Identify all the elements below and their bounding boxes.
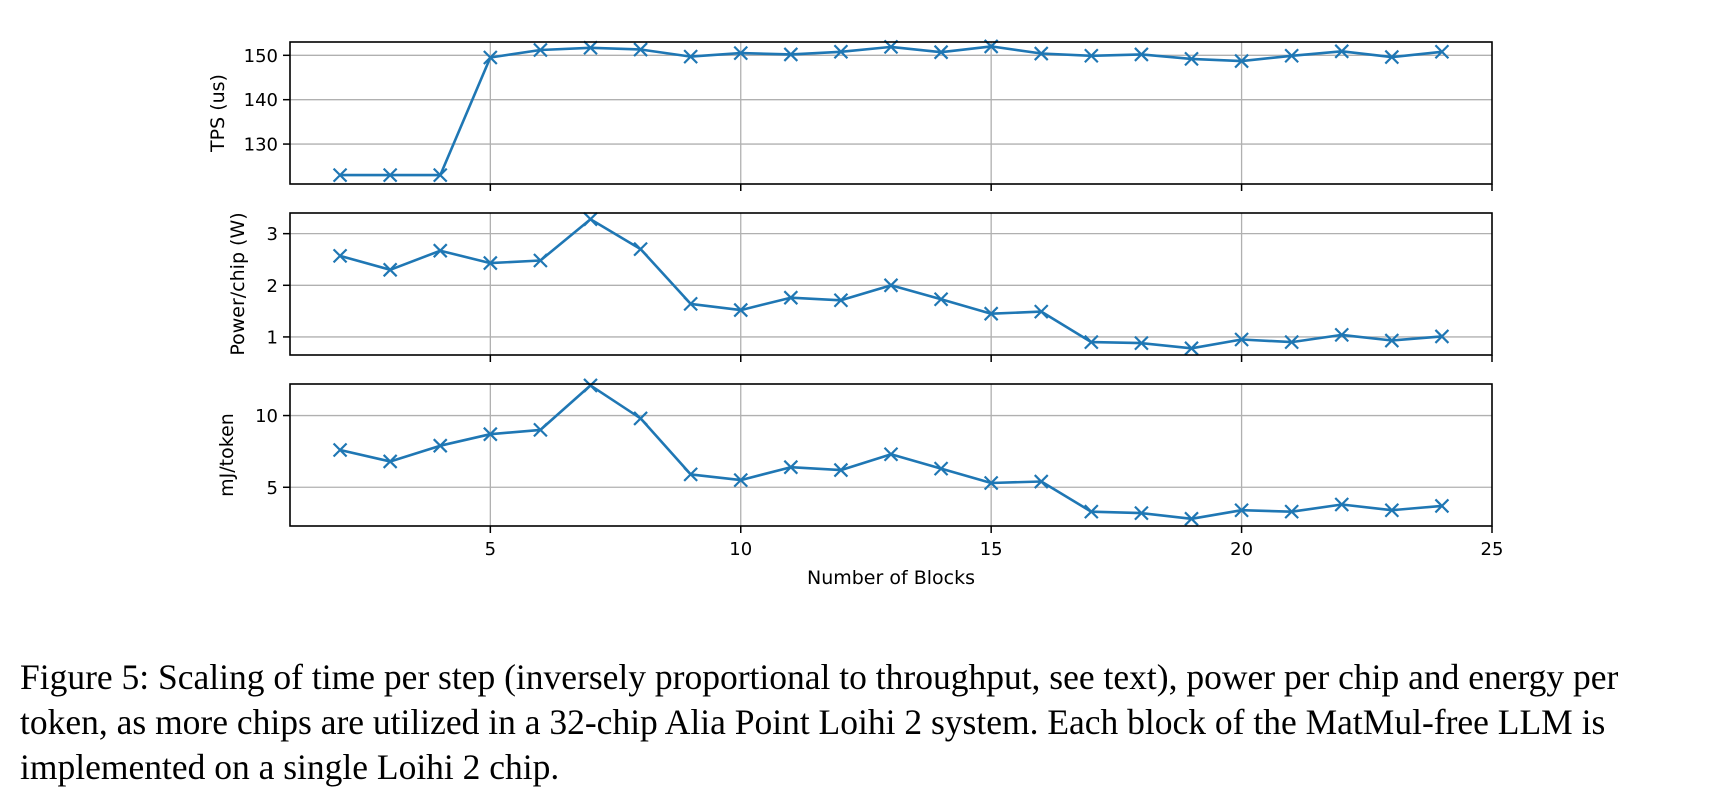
data-point: [833, 462, 849, 478]
y-tick-label: 140: [244, 90, 278, 111]
data-point: [382, 167, 398, 183]
data-point: [432, 438, 448, 453]
y-tick-label: 3: [267, 224, 278, 245]
data-point: [1033, 474, 1049, 489]
data-point: [332, 167, 348, 183]
data-point: [983, 475, 999, 491]
data-point: [1384, 49, 1400, 65]
data-point: [1384, 502, 1400, 518]
x-axis-label: Number of Blocks: [807, 567, 975, 589]
data-point: [1334, 497, 1350, 512]
data-point: [733, 472, 749, 488]
y-axis-label: mJ/token: [216, 413, 238, 497]
data-point: [483, 255, 498, 271]
data-point: [833, 44, 849, 60]
panel-2: 1 2 3 Power/chip (W): [227, 211, 1493, 362]
data-point: [883, 447, 899, 462]
panel-3: 5 10 5 10 15 20 25 mJ/token Number of Blocks: [216, 378, 1504, 589]
data-point: [683, 296, 698, 312]
data-point: [983, 306, 999, 321]
y-tick-label: 10: [255, 406, 278, 427]
data-point: [432, 167, 448, 183]
x-tick-label: 5: [485, 539, 496, 560]
data-point: [1134, 47, 1149, 62]
data-point: [1184, 511, 1199, 527]
data-point: [1084, 48, 1099, 64]
y-tick-label: 1: [267, 327, 278, 348]
chart-figure: 130 140 150 TPS (us) 1 2 3 Power/chip (W) 5 10 5 10…: [207, 39, 1504, 589]
data-point: [633, 411, 648, 426]
data-point: [382, 262, 398, 278]
data-point: [933, 291, 949, 307]
data-point: [783, 47, 799, 62]
data-point: [833, 292, 849, 308]
data-point: [883, 278, 899, 293]
data-point: [1434, 498, 1450, 514]
series-line: [339, 384, 1443, 521]
plot-frame: [289, 383, 1493, 527]
data-point: [382, 454, 398, 469]
data-point: [332, 442, 348, 458]
data-point: [633, 42, 648, 57]
plot-frame: [289, 212, 1493, 356]
data-point: [1334, 44, 1350, 59]
data-point: [1334, 327, 1350, 343]
data-point: [1284, 48, 1299, 64]
data-point: [432, 243, 448, 258]
data-point: [483, 426, 498, 442]
data-point: [1033, 304, 1049, 319]
data-point: [583, 378, 598, 393]
data-point: [1234, 53, 1249, 69]
data-point: [1184, 341, 1199, 356]
y-tick-label: 130: [244, 135, 278, 156]
data-point: [733, 302, 749, 318]
x-tick-label: 15: [980, 539, 1003, 560]
data-point: [533, 42, 548, 58]
data-point: [1434, 44, 1450, 60]
y-tick-label: 150: [244, 46, 278, 67]
data-point: [633, 241, 648, 257]
x-tick-label: 20: [1230, 539, 1253, 560]
data-point: [1084, 334, 1099, 350]
data-point: [1033, 46, 1049, 61]
x-tick-label: 25: [1481, 539, 1504, 560]
y-tick-label: 2: [267, 276, 278, 297]
data-point: [332, 248, 348, 264]
data-point: [933, 44, 949, 60]
plot-frame: [289, 41, 1493, 185]
y-axis-label: Power/chip (W): [227, 212, 249, 355]
data-point: [1134, 335, 1149, 351]
data-point: [733, 45, 749, 61]
data-point: [533, 422, 548, 438]
data-point: [483, 50, 498, 65]
data-point: [1284, 504, 1299, 519]
data-point: [533, 253, 548, 268]
data-point: [583, 40, 598, 56]
data-point: [783, 459, 799, 475]
data-point: [1134, 505, 1149, 521]
data-point: [1234, 502, 1249, 518]
y-tick-label: 5: [267, 478, 278, 499]
data-point: [933, 461, 949, 476]
data-point: [683, 49, 698, 64]
series-line: [340, 45, 1443, 177]
data-point: [1284, 334, 1299, 350]
data-point: [683, 467, 698, 482]
data-point: [1384, 333, 1400, 348]
data-point: [1434, 329, 1450, 344]
panel-1: 130 140 150 TPS (us): [207, 39, 1493, 191]
y-axis-label: TPS (us): [207, 74, 229, 153]
data-point: [783, 290, 799, 305]
data-point: [583, 211, 598, 227]
data-point: [1084, 504, 1099, 519]
data-point: [1234, 332, 1249, 347]
figure-caption: Figure 5: Scaling of time per step (inve…: [20, 657, 1619, 787]
data-point: [1184, 51, 1199, 67]
x-tick-label: 10: [729, 539, 752, 560]
